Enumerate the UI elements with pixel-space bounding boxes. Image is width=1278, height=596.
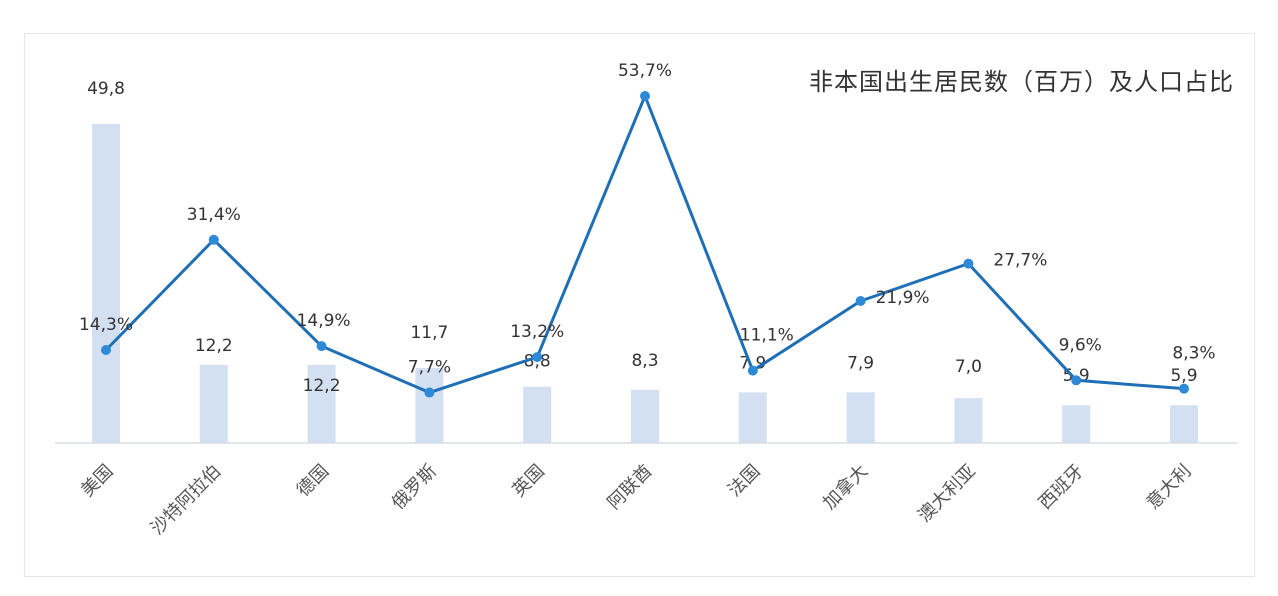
- category-label: 美国: [77, 461, 117, 501]
- line-value-label: 7,7%: [408, 358, 451, 378]
- bar: [846, 392, 875, 443]
- bar-value-label: 11,7: [410, 323, 448, 343]
- line-path: [104, 94, 1185, 395]
- category-label: 沙特阿拉伯: [147, 461, 225, 539]
- bar: [523, 386, 552, 443]
- line-value-label: 11,1%: [740, 326, 794, 346]
- category-label: 英国: [508, 461, 548, 501]
- line-marker: [532, 352, 543, 363]
- bar-value-label: 7,9: [847, 353, 874, 373]
- bar: [199, 364, 228, 443]
- line-marker: [316, 341, 327, 352]
- line-value-label: 53,7%: [618, 61, 672, 81]
- bar-value-label: 7,0: [955, 357, 982, 377]
- line-marker: [855, 296, 866, 307]
- bar: [92, 124, 120, 443]
- bar-value-label: 8,3: [631, 351, 658, 371]
- line-value-label: 27,7%: [993, 251, 1047, 271]
- bar-value-label: 49,8: [87, 79, 125, 99]
- bar: [954, 398, 983, 443]
- line-value-label: 14,9%: [297, 311, 351, 331]
- bar: [307, 364, 336, 443]
- bar-value-label: 12,2: [303, 376, 341, 396]
- line-marker: [208, 234, 219, 245]
- category-label: 法国: [724, 461, 764, 501]
- line-marker: [101, 345, 111, 355]
- category-label: 德国: [293, 461, 333, 501]
- bar-labels: 49,812,212,211,78,88,37,97,97,05,95,9: [87, 79, 1197, 396]
- line-marker: [424, 387, 435, 398]
- bar-value-label: 5,9: [1170, 366, 1197, 386]
- category-label: 西班牙: [1035, 461, 1088, 514]
- bar-value-label: 7,9: [739, 353, 766, 373]
- line-marker: [963, 258, 974, 269]
- category-label: 俄罗斯: [388, 461, 441, 514]
- chart-frame: [24, 33, 1255, 577]
- bar: [1170, 405, 1198, 443]
- line-value-label: 9,6%: [1059, 335, 1102, 355]
- line-value-label: 13,2%: [510, 322, 564, 342]
- category-label: 阿联酋: [604, 461, 657, 514]
- line-value-label: 14,3%: [79, 315, 133, 335]
- line-marker: [640, 91, 650, 101]
- line-value-label: 8,3%: [1172, 344, 1215, 364]
- bar: [631, 389, 659, 443]
- line-value-label: 21,9%: [876, 288, 930, 308]
- category-label: 加拿大: [818, 460, 872, 514]
- line-marker: [1071, 375, 1082, 386]
- bar: [415, 368, 444, 443]
- line-value-label: 31,4%: [187, 205, 241, 225]
- bar: [738, 392, 767, 443]
- bar-value-label: 12,2: [195, 336, 233, 356]
- category-label: 澳大利亚: [914, 461, 980, 527]
- bar: [1062, 405, 1091, 443]
- category-label: 意大利: [1143, 461, 1196, 514]
- bar-series: [92, 124, 1198, 443]
- line-marker: [747, 365, 758, 376]
- line-series: [101, 91, 1189, 398]
- line-labels: 14,3% 31,4% 14,9% 7,7% 13,2% 53,7% 11,1% 21,9% 2…: [79, 61, 1216, 378]
- chart-title: 非本国出生居民数（百万）及人口占比: [809, 68, 1234, 96]
- line-marker: [1179, 383, 1189, 394]
- category-labels: 美国 沙特阿拉伯 德国 俄罗斯 英国 阿联酋 法国 加拿大 澳大利亚 西班牙 意大利: [77, 460, 1195, 539]
